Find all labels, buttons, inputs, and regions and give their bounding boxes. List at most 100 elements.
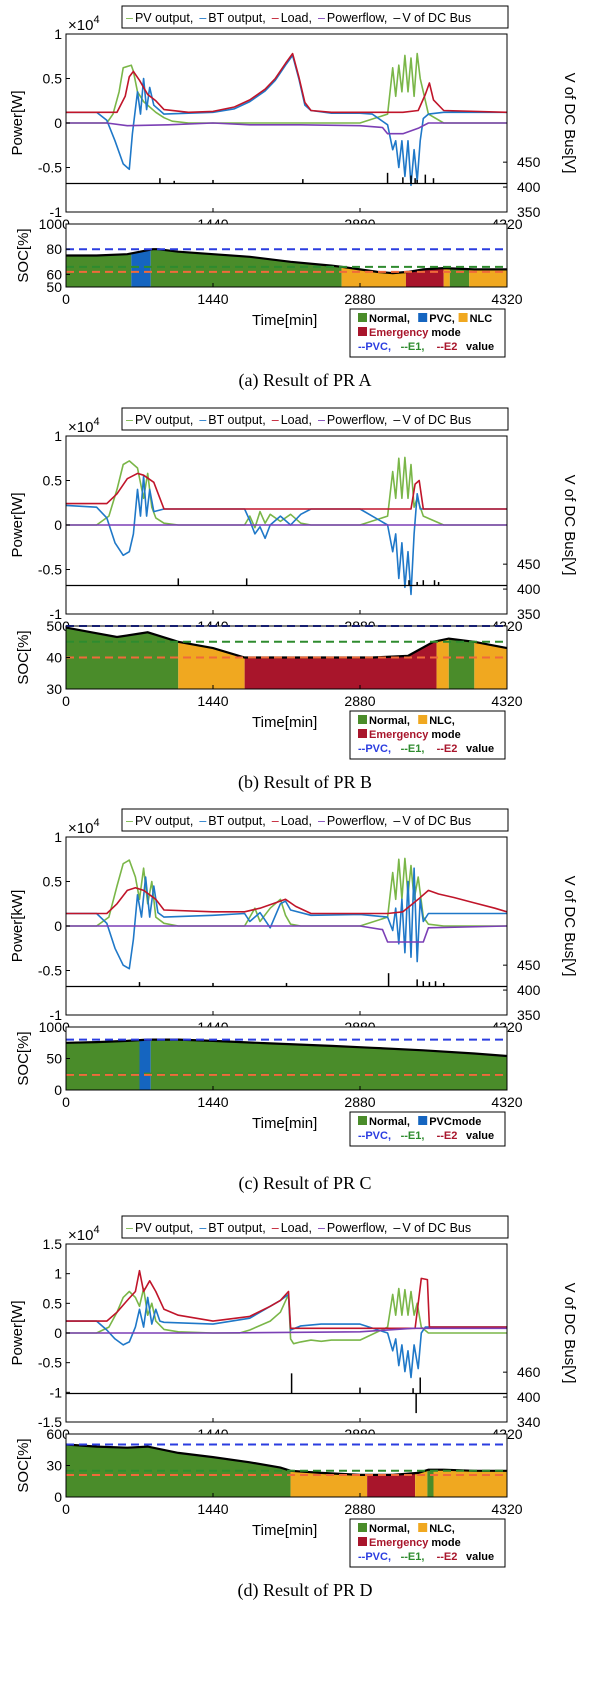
soc-x-axis-title: Time[min]: [252, 714, 317, 731]
soc-mode-nlc: [436, 627, 449, 689]
mode-legend-text: PVC,: [429, 313, 455, 325]
power-y-tick-label: 1: [54, 829, 62, 845]
mode-legend-swatch-nlc: [458, 313, 468, 322]
legend-dash: –: [272, 413, 279, 427]
soc-y-tick-label: 50: [46, 1051, 62, 1067]
soc-y-axis-title: SOC[%]: [15, 228, 32, 282]
soc-panel: 60 30 00 1440 2880 4320 SOC[%] Time[min] Normal,…: [15, 1426, 523, 1568]
legend-dash: –: [199, 1221, 206, 1235]
power-legend-text: – PV output, – BT output, – Load, – Powerflow, –…: [126, 1221, 471, 1235]
mode-legend-text: --E2: [437, 1551, 458, 1563]
mode-legend-text: value: [466, 743, 494, 755]
mode-legend-text: Emergency: [369, 729, 429, 741]
power-y-tick-label: -0.5: [38, 963, 62, 979]
legend-entry-powerflow: Powerflow,: [327, 11, 387, 25]
legend-dash: –: [393, 11, 400, 25]
panel-2: 10.50-0.5-14504003500144028804320×104Pow…: [9, 808, 578, 1194]
power-y-tick-label: 0.5: [43, 874, 63, 890]
power-y2-tick-label: 450: [517, 957, 541, 973]
soc-line: [66, 248, 507, 275]
legend-dash: –: [318, 814, 325, 828]
mode-legend-swatch-normal: [358, 313, 367, 322]
legend-entry-bt: BT output,: [208, 814, 265, 828]
power-legend-box: [121, 5, 509, 29]
mode-legend-text: mode: [431, 729, 460, 741]
mode-legend-swatch-nlc: [418, 715, 428, 724]
legend-entry-load: Load,: [281, 11, 312, 25]
pv-output-line: [66, 857, 507, 927]
soc-x-tick-label: 0: [62, 1501, 70, 1517]
soc-y-axis-title: SOC[%]: [15, 630, 32, 684]
mode-legend: Normal, NLC,Emergency mode --PVC, --E1, --E2 v…: [349, 710, 506, 760]
panel-caption: (a) Result of PR A: [239, 370, 372, 391]
mode-legend-text: mode: [431, 1537, 460, 1549]
legend-entry-load: Load,: [281, 814, 312, 828]
mode-legend-text: value: [466, 341, 494, 353]
power-y-tick-label: -1: [50, 204, 63, 220]
pv-output-line: [66, 1287, 507, 1345]
legend-entry-pv: PV output,: [135, 814, 193, 828]
power-legend: – PV output, – BT output, – Load, – Powerflow, –…: [121, 808, 509, 832]
mode-legend-text: NLC: [470, 313, 493, 325]
mode-legend-swatch-nlc: [418, 1523, 428, 1532]
power-y-axis-title: Power[W]: [9, 90, 26, 155]
power-series: [66, 857, 507, 988]
soc-plot-frame: [65, 223, 508, 288]
mode-legend-text: value: [466, 1130, 494, 1142]
mode-legend-text: mode: [452, 1116, 481, 1128]
power-y-tick-label: 0: [54, 115, 62, 131]
legend-dash: –: [318, 11, 325, 25]
power-exponent-label: ×104: [68, 416, 100, 436]
mode-legend-swatch-pvc: [418, 313, 428, 322]
bt-output-line: [66, 475, 507, 596]
legend-entry-vbus: V of DC Bus: [402, 413, 471, 427]
load-line: [66, 886, 507, 915]
soc-mode-normal: [66, 1039, 140, 1090]
soc-y-tick-label: 30: [46, 1458, 62, 1474]
soc-y-tick-label: 50: [46, 279, 62, 295]
legend-dash: –: [318, 1221, 325, 1235]
panel-caption: (d) Result of PR D: [238, 1580, 373, 1601]
power-y-tick-label: 0.5: [43, 71, 63, 87]
legend-entry-vbus: V of DC Bus: [402, 814, 471, 828]
mode-legend-swatch-emergency: [358, 327, 367, 336]
powerflow-line: [66, 925, 507, 943]
power-exponent-power: 4: [93, 416, 99, 428]
power-y2-tick-label: 400: [517, 581, 541, 597]
mode-legend-box: [349, 710, 506, 760]
mode-legend-text: Normal,: [369, 313, 410, 325]
legend-dash: –: [318, 413, 325, 427]
mode-legend-swatch-emergency: [358, 1537, 367, 1546]
panel-3: 1.510.50-0.5-1-1.54604003400144028804320…: [9, 1215, 578, 1601]
power-y-tick-label: -0.5: [38, 562, 62, 578]
power-y2-tick-label: 350: [517, 204, 541, 220]
soc-x-tick-label: 1440: [197, 1501, 228, 1517]
power-legend-text: – PV output, – BT output, – Load, – Powerflow, –…: [126, 11, 471, 25]
mode-legend-swatch-normal: [358, 1523, 367, 1532]
mode-legend-text: --E1,: [401, 1551, 425, 1563]
power-legend-text: – PV output, – BT output, – Load, – Powerflow, –…: [126, 814, 471, 828]
legend-entry-bt: BT output,: [208, 1221, 265, 1235]
legend-dash: –: [126, 814, 133, 828]
power-legend-text: – PV output, – BT output, – Load, – Powerflow, –…: [126, 413, 471, 427]
soc-x-tick-label: 2880: [344, 1501, 375, 1517]
power-exponent-power: 4: [93, 14, 99, 26]
soc-x-axis-title: Time[min]: [252, 312, 317, 329]
load-line: [66, 52, 507, 114]
legend-entry-load: Load,: [281, 413, 312, 427]
mode-legend-text: PVC: [429, 1116, 452, 1128]
legend-dash: –: [199, 11, 206, 25]
mode-legend-text: NLC,: [429, 1523, 455, 1535]
power-exponent-label: ×104: [68, 817, 100, 837]
legend-entry-vbus: V of DC Bus: [402, 1221, 471, 1235]
mode-legend-text: --E2: [437, 743, 458, 755]
soc-mode-pvc: [139, 1039, 151, 1090]
legend-dash: –: [272, 1221, 279, 1235]
power-y2-tick-label: 460: [517, 1364, 541, 1380]
power-y-tick-label: -0.5: [38, 160, 62, 176]
mode-legend-text: Emergency: [369, 327, 429, 339]
mode-legend-box: [349, 1518, 506, 1568]
power-y-tick-label: 0.5: [43, 1295, 63, 1311]
mode-legend-box: [349, 308, 506, 358]
